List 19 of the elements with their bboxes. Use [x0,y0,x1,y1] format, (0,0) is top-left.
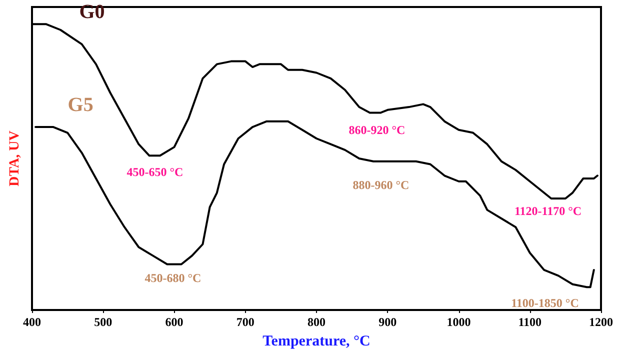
x-tick-label: 900 [378,315,397,329]
annotation: 450-680 °C [144,271,202,285]
x-tick-label: 700 [236,315,254,329]
x-tick-label: 1000 [446,315,471,329]
x-tick-label: 500 [94,315,112,329]
series-label: G0 [79,1,105,24]
annotation: 1120-1170 °C [514,204,582,218]
x-tick-label: 1100 [518,315,542,329]
y-axis-title: DTA, UV [8,130,22,186]
x-tick-label: 1200 [589,315,613,329]
x-axis-title: Temperature, °C [262,334,370,350]
annotation: 450-650 °C [126,165,184,179]
series-label: G5 [68,94,94,116]
annotation: 860-920 °C [348,123,406,137]
x-tick-label: 600 [165,315,184,329]
x-tick-label: 800 [308,315,326,329]
x-tick-label: 400 [23,315,41,329]
annotation: 880-960 °C [352,178,410,192]
annotation: 1100-1850 °C [511,296,579,310]
